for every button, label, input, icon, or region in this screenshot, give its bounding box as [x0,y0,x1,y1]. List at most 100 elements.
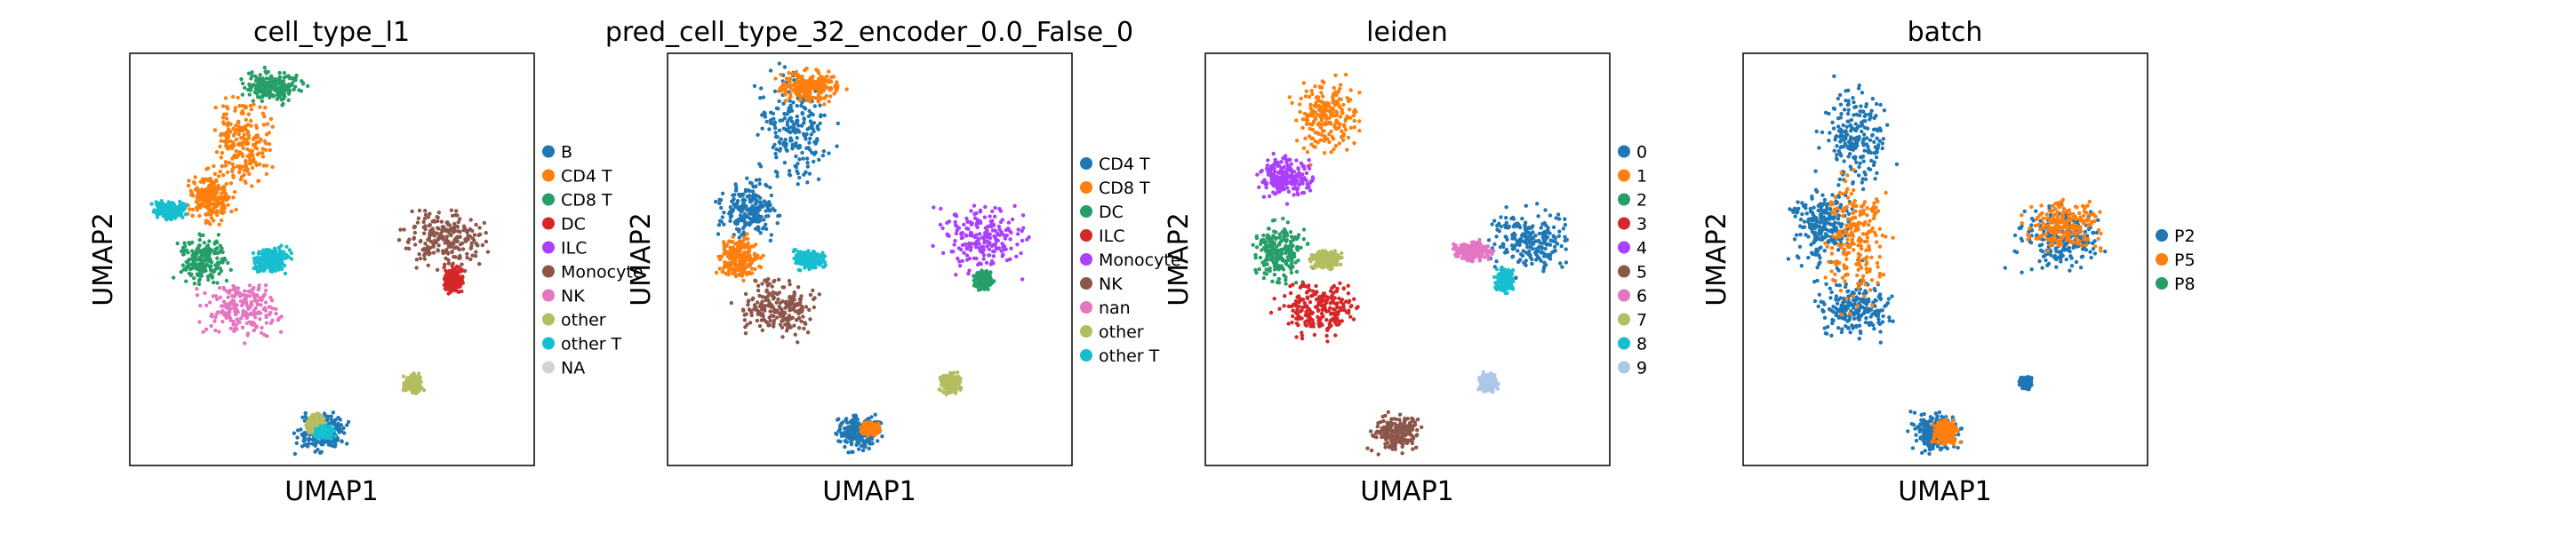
data-point [742,235,747,240]
data-point [197,243,202,248]
data-point [216,262,220,266]
data-point [945,232,949,236]
data-point [260,151,265,155]
data-point [805,180,810,185]
data-point [806,114,812,119]
data-point [230,162,235,166]
data-point [772,314,776,318]
legend-label: B [561,143,572,163]
data-point [748,308,753,313]
data-point [777,89,781,93]
data-point [431,243,436,248]
data-point [261,306,266,312]
data-point [880,434,884,439]
data-point [996,224,1002,229]
data-point [280,261,284,266]
data-point [768,319,772,323]
data-point [190,207,195,212]
data-point [237,164,242,169]
data-point [859,429,863,434]
data-point [468,218,473,222]
data-point [795,103,799,108]
data-point [758,231,763,235]
data-point [422,257,427,261]
data-point [837,427,842,432]
data-point [263,147,268,152]
y-axis-label: UMAP2 [88,212,119,306]
data-point [733,188,739,193]
data-point [420,247,425,252]
data-point [766,303,771,307]
data-point [268,147,272,153]
data-point [854,420,859,425]
data-point [219,139,223,143]
data-point [217,222,221,227]
data-point [468,227,472,232]
data-point [242,132,246,137]
data-point [854,442,859,448]
data-point [201,330,205,334]
data-point [441,237,445,242]
data-point [427,223,431,228]
data-point [978,210,983,214]
data-point [796,123,801,128]
data-point [753,185,757,189]
data-point [722,248,727,252]
data-point [768,185,772,190]
data-point [992,214,997,219]
data-point [952,243,956,247]
data-point [250,184,254,188]
data-point [449,233,453,238]
data-point [762,317,766,322]
data-point [875,431,879,435]
data-point [253,160,258,164]
data-point [726,272,731,277]
data-point [210,312,214,317]
data-point [272,246,277,251]
data-point [1025,237,1029,242]
data-point [226,306,230,311]
data-point [180,215,185,219]
data-point [260,325,264,330]
data-point [468,257,473,262]
legend-label: other T [561,335,622,354]
data-point [205,211,210,216]
data-point [215,310,220,314]
data-point [773,151,778,156]
data-point [172,216,178,220]
data-point [215,281,220,285]
data-point [445,278,450,283]
data-point [276,318,281,322]
data-point [263,300,268,305]
data-point [436,243,441,248]
data-point [736,255,740,259]
data-point [785,123,790,127]
data-point [254,163,259,168]
data-point [764,290,769,294]
data-point [745,272,749,277]
data-point [991,261,996,266]
data-point [817,157,821,163]
data-point [255,84,260,89]
data-point [223,96,228,100]
data-point [724,243,729,248]
data-point [780,325,785,330]
data-point [223,160,228,164]
data-point [758,256,764,260]
data-point [787,172,792,177]
data-point [230,167,235,171]
data-point [979,250,984,254]
data-point [743,325,748,330]
data-point [240,92,244,97]
data-point [254,77,259,82]
data-point [726,252,732,257]
data-point [836,417,841,421]
data-point [248,158,252,163]
data-point [801,156,805,161]
data-point [822,113,827,117]
data-point [805,330,811,335]
data-point [788,91,793,97]
data-point [266,259,270,263]
data-point [245,129,250,133]
data-point [743,291,748,297]
